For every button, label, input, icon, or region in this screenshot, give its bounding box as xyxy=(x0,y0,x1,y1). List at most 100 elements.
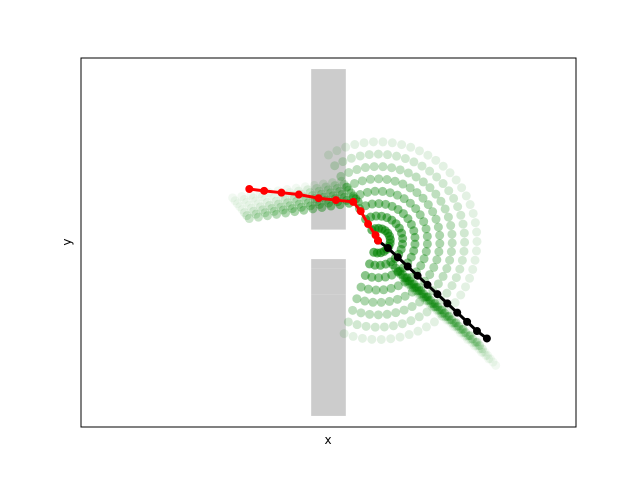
sample-point xyxy=(364,150,374,160)
sample-point xyxy=(421,224,431,234)
sample-point xyxy=(276,202,286,212)
sample-point xyxy=(425,299,435,309)
sample-point xyxy=(400,273,410,283)
sample-point xyxy=(317,202,327,212)
sample-point xyxy=(395,266,405,276)
sample-point xyxy=(230,196,240,206)
sample-point xyxy=(367,199,377,209)
sample-point xyxy=(411,286,421,296)
planned-path-point xyxy=(314,194,323,203)
reference-path-point xyxy=(482,334,491,343)
sample-point xyxy=(434,305,444,315)
sample-point xyxy=(237,191,247,201)
sample-point xyxy=(379,322,389,332)
sample-point xyxy=(241,197,251,207)
sample-point xyxy=(453,325,463,335)
sample-point xyxy=(348,305,358,315)
sample-point xyxy=(246,203,256,213)
sample-point xyxy=(465,331,475,341)
sample-point xyxy=(435,230,445,240)
sample-point xyxy=(251,196,261,206)
sample-point xyxy=(287,204,297,214)
sample-point xyxy=(414,312,424,322)
sample-point xyxy=(386,283,396,293)
sample-point xyxy=(421,247,431,257)
sample-point xyxy=(417,289,427,299)
sample-point xyxy=(456,290,466,300)
sample-point xyxy=(419,289,429,299)
sample-point xyxy=(401,276,411,286)
sample-point xyxy=(468,264,478,274)
sample-point xyxy=(406,316,416,326)
sample-point xyxy=(248,193,258,203)
sample-point xyxy=(397,319,407,329)
sample-point xyxy=(330,161,340,171)
sample-point xyxy=(326,201,336,211)
planned-path-point xyxy=(331,196,340,205)
sample-point xyxy=(405,276,415,286)
sample-point xyxy=(431,214,441,224)
sample-point xyxy=(370,186,380,196)
sample-point xyxy=(456,210,466,220)
sample-point xyxy=(421,292,431,302)
sample-point xyxy=(341,182,351,192)
sample-point xyxy=(387,138,397,148)
sample-point xyxy=(442,311,452,321)
sample-point xyxy=(450,321,460,331)
sample-point xyxy=(446,247,456,257)
sample-point xyxy=(466,334,476,344)
planned-path-point xyxy=(356,207,365,216)
sample-point xyxy=(285,201,295,211)
sample-point xyxy=(383,150,393,160)
sample-point xyxy=(294,199,304,209)
sample-point xyxy=(429,302,439,312)
sample-point xyxy=(412,188,422,198)
sample-point xyxy=(342,182,352,192)
planned-path-point xyxy=(245,184,254,193)
sample-point xyxy=(272,209,282,219)
sample-point xyxy=(410,239,420,249)
reference-path-point xyxy=(403,262,412,271)
sample-point xyxy=(267,203,277,213)
sample-point xyxy=(449,193,459,203)
sample-point xyxy=(419,217,429,227)
sample-point xyxy=(469,337,479,347)
sample-point xyxy=(387,163,397,173)
sample-point xyxy=(450,298,460,308)
reference-path-point xyxy=(463,317,472,326)
sample-point xyxy=(426,295,436,305)
sample-point xyxy=(303,198,313,208)
sample-point xyxy=(422,307,432,317)
sample-point xyxy=(376,334,386,344)
sample-point xyxy=(409,279,419,289)
sample-point xyxy=(477,347,487,357)
sample-point xyxy=(411,172,421,182)
sample-point xyxy=(368,297,378,307)
sample-point xyxy=(452,321,462,331)
sample-point xyxy=(437,305,447,315)
sample-point xyxy=(232,199,242,209)
sample-point xyxy=(464,334,474,344)
sample-point xyxy=(387,201,397,211)
sample-point xyxy=(378,162,388,172)
sample-point xyxy=(423,292,433,302)
sample-point xyxy=(433,302,443,312)
sample-point xyxy=(465,273,475,283)
sample-point xyxy=(376,297,386,307)
sample-point xyxy=(443,212,453,222)
sample-point xyxy=(296,202,306,212)
sample-point xyxy=(421,322,431,332)
sample-point xyxy=(433,222,443,232)
sample-point xyxy=(429,317,439,327)
sample-point xyxy=(385,188,395,198)
sample-point xyxy=(290,207,300,217)
sample-point xyxy=(472,227,482,237)
sample-point xyxy=(399,273,409,283)
sample-point xyxy=(414,146,424,156)
sample-point xyxy=(308,204,318,214)
sample-point xyxy=(368,137,378,147)
sample-point xyxy=(352,320,362,330)
sample-point xyxy=(407,283,417,293)
sample-point xyxy=(485,354,495,364)
sample-point xyxy=(472,236,482,246)
